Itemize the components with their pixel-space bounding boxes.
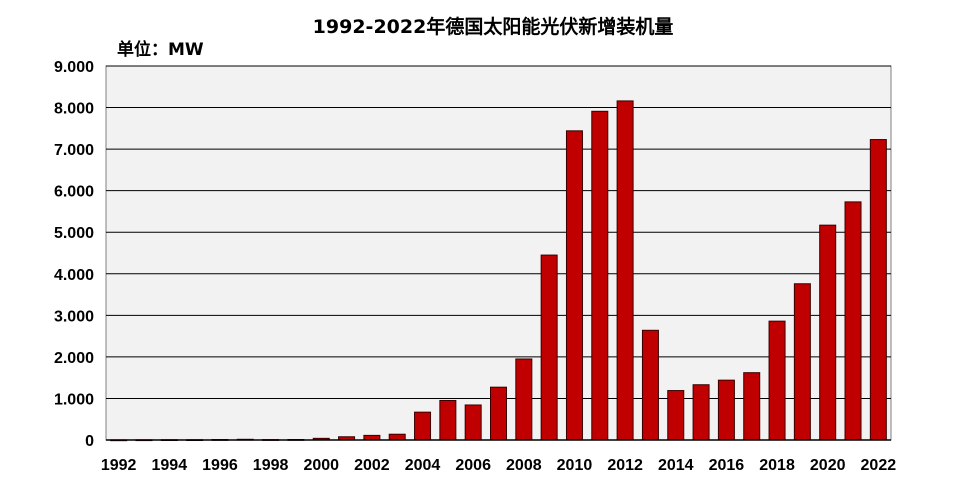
bar (844, 201, 862, 441)
x-tick-label: 2010 (557, 457, 593, 474)
x-tick-label: 2016 (709, 457, 745, 474)
bar (414, 411, 432, 441)
chart-title: 1992-2022年德国太阳能光伏新增装机量 (313, 15, 674, 38)
y-tick-label: 3.000 (54, 308, 94, 325)
x-axis-ticks: 1992 1994 1996 1998 2000 2002 2004 2006 2008 2010… (101, 457, 896, 474)
bar (641, 329, 659, 441)
bar (819, 224, 837, 441)
y-tick-label: 4.000 (54, 267, 94, 284)
bar (490, 386, 507, 441)
bar (439, 399, 457, 441)
bar (793, 283, 811, 441)
x-tick-label: 2008 (506, 457, 542, 474)
y-tick-label: 2.000 (54, 350, 94, 367)
bar (667, 390, 685, 441)
bar (743, 372, 761, 441)
x-tick-label: 2018 (759, 457, 795, 474)
y-tick-label: 7.000 (54, 142, 94, 159)
bar (388, 433, 406, 441)
x-tick-label: 2020 (810, 457, 846, 474)
x-tick-label: 2014 (658, 457, 694, 474)
x-tick-label: 1996 (202, 457, 238, 474)
y-tick-label: 1.000 (54, 391, 94, 408)
x-tick-label: 2006 (455, 457, 491, 474)
bar (616, 100, 634, 441)
y-tick-label: 5.000 (54, 225, 94, 242)
y-tick-label: 8.000 (54, 101, 94, 118)
bar (692, 384, 710, 441)
y-tick-label: 6.000 (54, 184, 94, 201)
x-tick-label: 1998 (253, 457, 289, 474)
bar (565, 130, 583, 441)
bar (717, 379, 735, 441)
bar (768, 320, 786, 441)
x-tick-label: 2002 (354, 457, 390, 474)
x-tick-label: 1994 (152, 457, 188, 474)
x-tick-label: 1992 (101, 457, 137, 474)
bar (464, 404, 482, 441)
unit-label: 单位：MW (117, 39, 204, 60)
y-tick-label: 0 (85, 433, 94, 450)
bar (869, 139, 887, 441)
x-tick-label: 2012 (607, 457, 643, 474)
bar (515, 358, 533, 441)
y-tick-label: 9.000 (54, 59, 94, 76)
bar (591, 110, 609, 441)
x-tick-label: 2004 (405, 457, 441, 474)
bar (540, 254, 558, 441)
y-axis-ticks: 0 1.000 2.000 3.000 4.000 5.000 6.000 7.000 8.00… (54, 59, 94, 450)
x-tick-label: 2022 (861, 457, 897, 474)
x-tick-label: 2000 (303, 457, 339, 474)
